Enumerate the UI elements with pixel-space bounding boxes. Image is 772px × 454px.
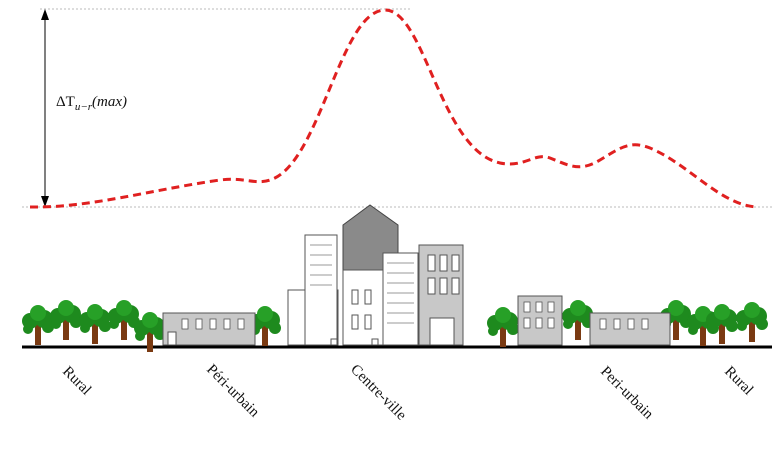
zone-label: Rural <box>721 364 756 399</box>
centre-buildings <box>287 204 464 346</box>
delta-arrow <box>41 9 49 207</box>
right-buildings <box>517 295 671 346</box>
zone-label: Rural <box>59 364 94 399</box>
zone-label: Peri-urbain <box>597 364 656 423</box>
low-building <box>162 312 256 346</box>
delta-label: ΔTu−r(max) <box>56 94 127 113</box>
temperature-curve <box>29 8 758 209</box>
zone-label: Centre-ville <box>347 362 409 424</box>
zone-label: Péri-urbain <box>203 362 262 421</box>
